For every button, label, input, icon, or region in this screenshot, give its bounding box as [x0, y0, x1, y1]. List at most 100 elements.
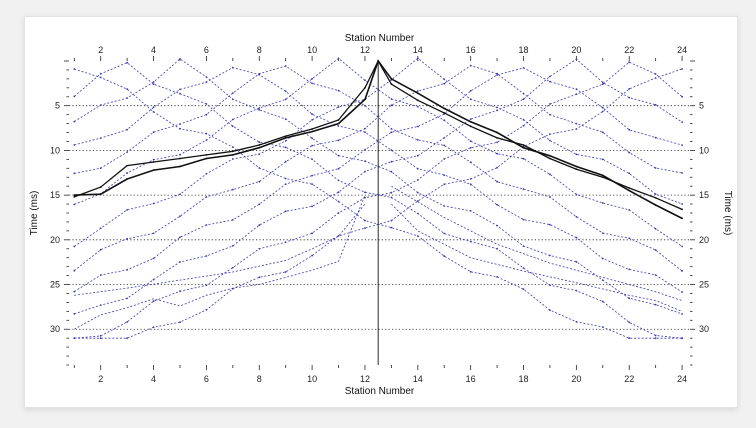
gather-point [99, 337, 102, 340]
gather-point [469, 140, 472, 143]
gather-point [205, 255, 208, 257]
gather-point [311, 183, 313, 186]
highlighted-series-point [628, 189, 631, 192]
highlighted-series-point [416, 99, 419, 102]
gather-point [152, 278, 155, 281]
gather-point [654, 274, 657, 276]
gather-point [179, 193, 181, 196]
gather-point [416, 212, 419, 215]
gather-curve [74, 203, 366, 296]
highlighted-series-point [258, 144, 261, 146]
gather-point [152, 131, 155, 134]
gather-point [416, 139, 419, 141]
gather-point [496, 141, 498, 144]
gather-point [416, 167, 419, 170]
gather-point [681, 121, 683, 123]
gather-point [205, 113, 208, 116]
gather-point [73, 337, 76, 340]
gather-point [284, 140, 287, 142]
gather-point [364, 191, 366, 194]
gather-point [152, 326, 155, 329]
highlighted-series-point [390, 83, 393, 86]
highlighted-series-point [205, 154, 208, 156]
gather-point [205, 81, 208, 83]
gather-point [681, 68, 683, 70]
highlighted-series-point [73, 196, 76, 198]
gather-point [628, 337, 631, 340]
gather-point [337, 89, 340, 92]
gather-point [522, 218, 525, 221]
gather-point [231, 125, 234, 128]
gather-point [469, 118, 472, 120]
gather-point [390, 128, 393, 130]
gather-point [654, 103, 657, 106]
gather-point [99, 137, 102, 139]
highlighted-series-point [601, 176, 604, 179]
gather-point [416, 57, 419, 60]
gather-point [416, 90, 419, 92]
gather-point [231, 92, 234, 94]
highlighted-series-point [496, 137, 498, 139]
gather-point [443, 119, 446, 122]
gather-point [416, 125, 419, 128]
gather-point [284, 90, 287, 93]
gather-point [549, 196, 551, 198]
gather-curve [74, 58, 683, 315]
gather-point [284, 271, 287, 273]
gather-point [205, 76, 208, 78]
gather-point [284, 210, 287, 213]
chart-card: 2 2 4 4 6 6 8 8 10 10 12 12 14 14 16 16 18 18 20 20 22 22 24 24… [24, 16, 738, 408]
gather-point [284, 146, 287, 149]
gather-point [628, 88, 631, 90]
gather-point [681, 313, 683, 315]
gather-point [469, 183, 472, 186]
gather-point [575, 58, 578, 61]
gather-point [311, 113, 313, 116]
gather-point [654, 136, 657, 139]
y-tick-label-left: 5 [55, 101, 60, 111]
y-tick-label-right: 10 [699, 145, 709, 155]
gather-point [522, 92, 525, 95]
gather-point [205, 284, 208, 287]
gather-point [152, 106, 155, 109]
gather-point [73, 172, 76, 175]
gather-point [337, 139, 340, 142]
gather-point [284, 177, 287, 180]
gather-point [496, 276, 498, 278]
gather-point [126, 209, 128, 211]
x-tick-label-top: 8 [257, 45, 262, 55]
gather-point [126, 337, 128, 340]
x-tick-label-bottom: 2 [98, 374, 103, 384]
gather-point [205, 139, 208, 141]
gather-point [549, 133, 551, 135]
highlighted-series-point [152, 161, 155, 163]
gather-point [73, 245, 76, 248]
gather-point [152, 257, 155, 260]
y-tick-label-left: 20 [50, 235, 60, 245]
gather-point [496, 247, 498, 250]
gather-point [364, 79, 366, 82]
gather-point [443, 205, 446, 207]
gather-point [681, 291, 683, 293]
gather-point [390, 219, 393, 222]
gather-point [258, 247, 261, 250]
gather-point [99, 72, 102, 75]
x-tick-label-top: 16 [466, 45, 476, 55]
gather-point [443, 78, 446, 81]
gather-point [231, 219, 234, 221]
highlighted-series-point [284, 135, 287, 137]
gather-point [284, 98, 287, 101]
gather-point [601, 83, 604, 86]
gather-point [231, 266, 234, 269]
gather-point [469, 90, 472, 92]
gather-point [311, 144, 313, 147]
gather-point [364, 219, 366, 222]
gather-point [416, 200, 419, 202]
y-tick-label-right: 15 [699, 190, 709, 200]
y-tick-label-right: 25 [699, 280, 709, 290]
gather-point [152, 202, 155, 205]
gather-point [416, 235, 419, 237]
travel-time-chart: 2244668810101212141416161818202022222424… [29, 33, 733, 397]
gather-point [601, 257, 604, 260]
gather-point [179, 153, 181, 156]
